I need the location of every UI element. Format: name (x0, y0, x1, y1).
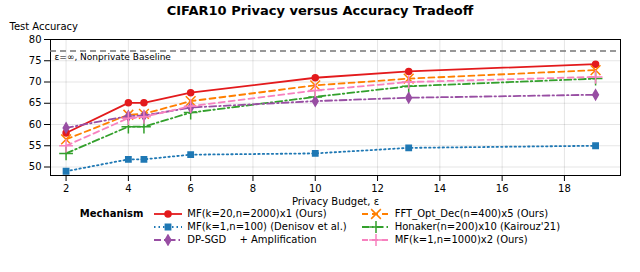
svg-text:12: 12 (371, 183, 384, 194)
html-text:MF(k=1,n=100) (Denisov et al.): MF(k=1,n=100) (Denisov et al.) (187, 221, 347, 232)
svg-text:Test Accuracy: Test Accuracy (9, 21, 79, 32)
html-text:DP-SGD + Amplification: DP-SGD + Amplification (187, 234, 317, 245)
svg-text:65: 65 (29, 97, 42, 108)
svg-text:55: 55 (29, 140, 42, 151)
html-text:Mechanism: Mechanism (79, 208, 144, 219)
svg-text:14: 14 (433, 183, 446, 194)
svg-text:50: 50 (29, 161, 42, 172)
html-text:MF(k=1,n=1000)x2 (Ours): MF(k=1,n=1000)x2 (Ours) (394, 234, 528, 245)
svg-text:4: 4 (125, 183, 131, 194)
svg-text:10: 10 (309, 183, 322, 194)
svg-text:Privacy Budget, ε: Privacy Budget, ε (292, 196, 379, 207)
svg-text:ε=∞, Nonprivate Baseline: ε=∞, Nonprivate Baseline (55, 52, 172, 62)
html-text:Honaker(n=200)x10 (Kairouz'21): Honaker(n=200)x10 (Kairouz'21) (394, 221, 561, 232)
svg-text:60: 60 (29, 119, 42, 130)
svg-text:75: 75 (29, 55, 42, 66)
html-text:CIFAR10 Privacy versus Accurac: CIFAR10 Privacy versus Accuracy Tradeoff (166, 3, 474, 18)
svg-text:6: 6 (187, 183, 193, 194)
html-text:FFT_Opt_Dec(n=400)x5 (Ours): FFT_Opt_Dec(n=400)x5 (Ours) (394, 208, 549, 219)
svg-text:18: 18 (558, 183, 571, 194)
svg-text:80: 80 (29, 34, 42, 45)
svg-text:8: 8 (250, 183, 256, 194)
svg-text:16: 16 (496, 183, 509, 194)
html-text:MF(k=20,n=2000)x1 (Ours): MF(k=20,n=2000)x1 (Ours) (187, 208, 327, 219)
svg-text:2: 2 (63, 183, 69, 194)
svg-text:70: 70 (29, 76, 42, 87)
